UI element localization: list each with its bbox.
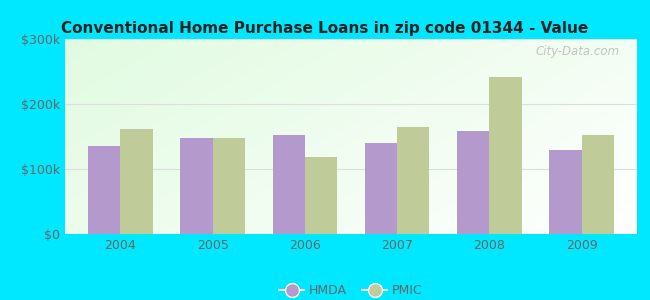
Bar (489, 77, 522, 234)
Legend: HMDA, PMIC: HMDA, PMIC (274, 279, 428, 300)
Bar (120, 129, 153, 234)
Bar (180, 138, 213, 234)
Text: Conventional Home Purchase Loans in zip code 01344 - Value: Conventional Home Purchase Loans in zip … (61, 21, 589, 36)
Bar (397, 127, 430, 234)
Bar (213, 138, 245, 234)
Text: City-Data.com: City-Data.com (536, 45, 620, 58)
Bar (88, 146, 120, 234)
Bar (305, 157, 337, 234)
Bar (272, 135, 305, 234)
Bar (549, 149, 582, 234)
Bar (457, 131, 489, 234)
Bar (582, 135, 614, 234)
Bar (365, 143, 397, 234)
